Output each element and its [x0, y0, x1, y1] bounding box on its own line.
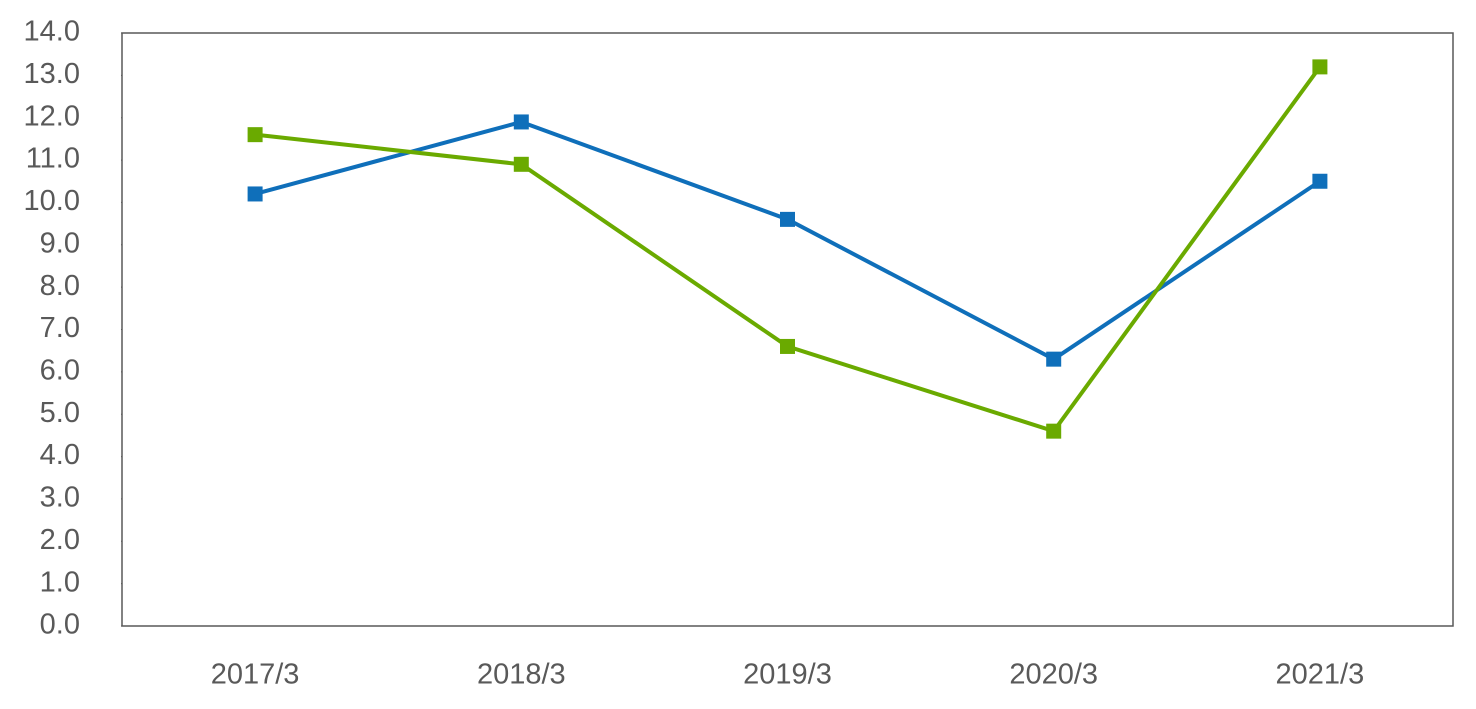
x-tick-label: 2019/3	[743, 659, 832, 691]
y-tick-label: 9.0	[40, 227, 80, 259]
series-line	[254, 65, 1322, 434]
marker	[1312, 59, 1328, 75]
y-tick-label: 3.0	[40, 482, 80, 514]
plot-area	[121, 32, 1454, 627]
y-tick-label: 2.0	[40, 524, 80, 556]
marker	[1046, 423, 1062, 439]
y-tick-label: 14.0	[24, 16, 80, 48]
marker	[780, 338, 795, 354]
x-tick-label: 2017/3	[211, 659, 300, 691]
x-tick-label: 2020/3	[1009, 659, 1098, 691]
y-tick-label: 6.0	[40, 355, 80, 387]
marker	[247, 186, 263, 202]
marker	[1312, 173, 1328, 189]
y-tick-label: 5.0	[40, 397, 80, 429]
marker	[780, 211, 795, 227]
y-tick-label: 0.0	[40, 609, 80, 641]
marker	[513, 156, 529, 172]
y-tick-label: 7.0	[40, 312, 80, 344]
y-tick-label: 4.0	[40, 439, 80, 471]
y-tick-label: 11.0	[26, 143, 80, 175]
y-tick-label: 13.0	[24, 58, 80, 90]
y-tick-label: 1.0	[40, 566, 80, 598]
series-line	[254, 119, 1322, 362]
y-tick-label: 10.0	[24, 185, 80, 217]
y-tick-label: 8.0	[40, 270, 80, 302]
x-tick-label: 2018/3	[477, 659, 566, 691]
y-tick-label: 12.0	[24, 100, 80, 132]
marker	[513, 114, 529, 130]
marker	[1046, 351, 1062, 367]
marker	[247, 127, 263, 143]
x-tick-label: 2021/3	[1276, 659, 1365, 691]
